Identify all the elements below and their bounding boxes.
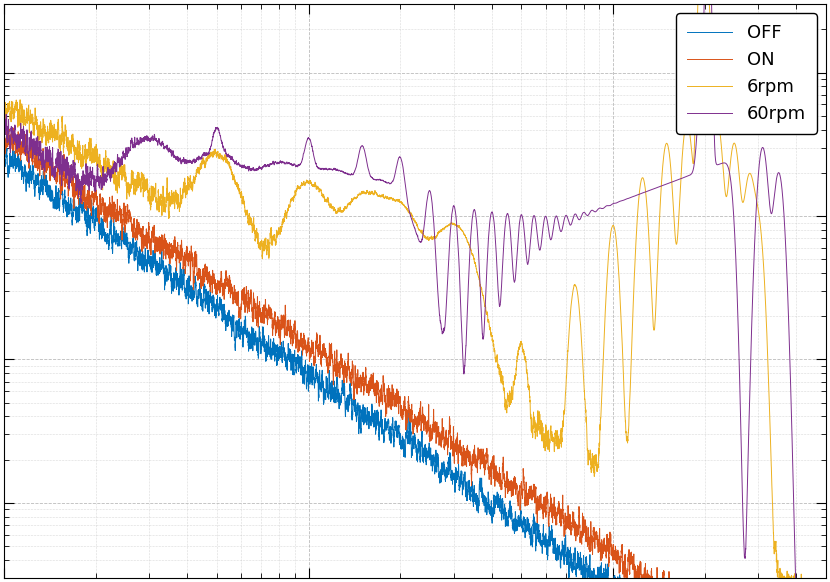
OFF: [160, 272, 170, 279]
OFF: [33, 176, 43, 183]
6rpm: [401, 205, 411, 212]
OFF: [401, 429, 411, 436]
ON: [48, 168, 58, 175]
OFF: [3, 169, 13, 176]
Line: 6rpm: 6rpm: [4, 0, 826, 582]
6rpm: [48, 128, 58, 135]
OFF: [48, 198, 58, 205]
ON: [0, 134, 9, 141]
6rpm: [160, 209, 170, 216]
ON: [9, 125, 19, 132]
6rpm: [33, 133, 43, 140]
OFF: [0, 155, 9, 162]
6rpm: [2, 105, 12, 112]
60rpm: [0, 126, 9, 133]
Line: OFF: OFF: [4, 148, 826, 582]
60rpm: [778, 190, 788, 197]
60rpm: [33, 144, 43, 151]
60rpm: [2, 126, 12, 133]
Legend: OFF, ON, 6rpm, 60rpm: OFF, ON, 6rpm, 60rpm: [676, 13, 817, 134]
6rpm: [0, 101, 9, 108]
6rpm: [778, 577, 788, 582]
60rpm: [401, 186, 411, 193]
ON: [2, 140, 12, 147]
ON: [401, 423, 411, 430]
60rpm: [160, 143, 170, 150]
ON: [33, 162, 43, 169]
ON: [160, 235, 170, 242]
60rpm: [48, 171, 58, 178]
OFF: [2, 144, 12, 151]
Line: 60rpm: 60rpm: [4, 0, 826, 582]
Line: ON: ON: [4, 128, 826, 582]
